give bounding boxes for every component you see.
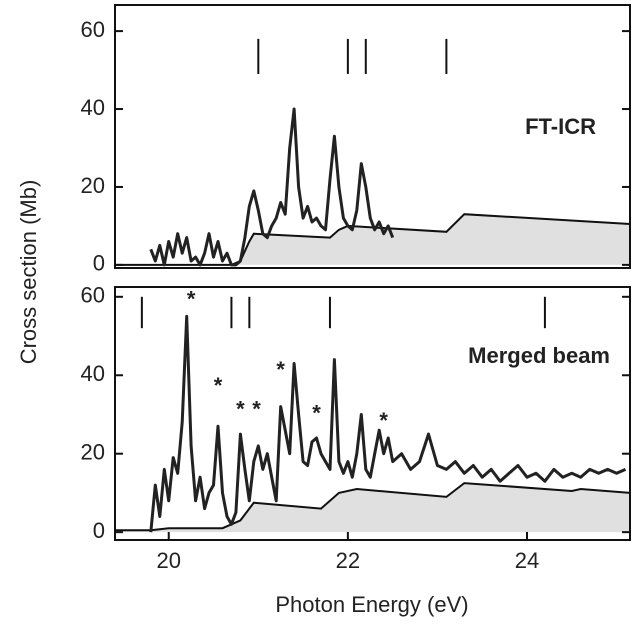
asterisk: *: [312, 400, 321, 425]
area-fill: [115, 214, 630, 265]
x-tick-label: 20: [156, 548, 180, 573]
asterisk: *: [276, 357, 285, 382]
x-tick-label: 24: [515, 548, 539, 573]
asterisk: *: [236, 396, 245, 421]
y-tick-label: 20: [81, 173, 105, 198]
theory-line: [115, 482, 631, 532]
x-axis-label: Photon Energy (eV): [275, 592, 468, 617]
asterisk: *: [252, 396, 261, 421]
y-tick-label: 20: [81, 440, 105, 465]
area-fill: [115, 483, 630, 533]
panel-label: Merged beam: [468, 343, 610, 368]
y-tick-label: 40: [81, 95, 105, 120]
asterisk: *: [379, 408, 388, 433]
asterisk: *: [187, 287, 196, 312]
y-tick-label: 40: [81, 361, 105, 386]
y-tick-label: 0: [93, 251, 105, 276]
plot-frame: [114, 4, 631, 269]
asterisk: *: [214, 373, 223, 398]
y-tick-label: 60: [81, 17, 105, 42]
data-line: [149, 314, 627, 533]
y-axis-label: Cross section (Mb): [16, 180, 41, 365]
x-tick-label: 22: [336, 548, 360, 573]
plot-frame: [114, 286, 631, 541]
y-tick-label: 0: [93, 518, 105, 543]
data-line: [149, 107, 395, 267]
panel-label: FT-ICR: [525, 114, 596, 139]
y-tick-label: 60: [81, 283, 105, 308]
